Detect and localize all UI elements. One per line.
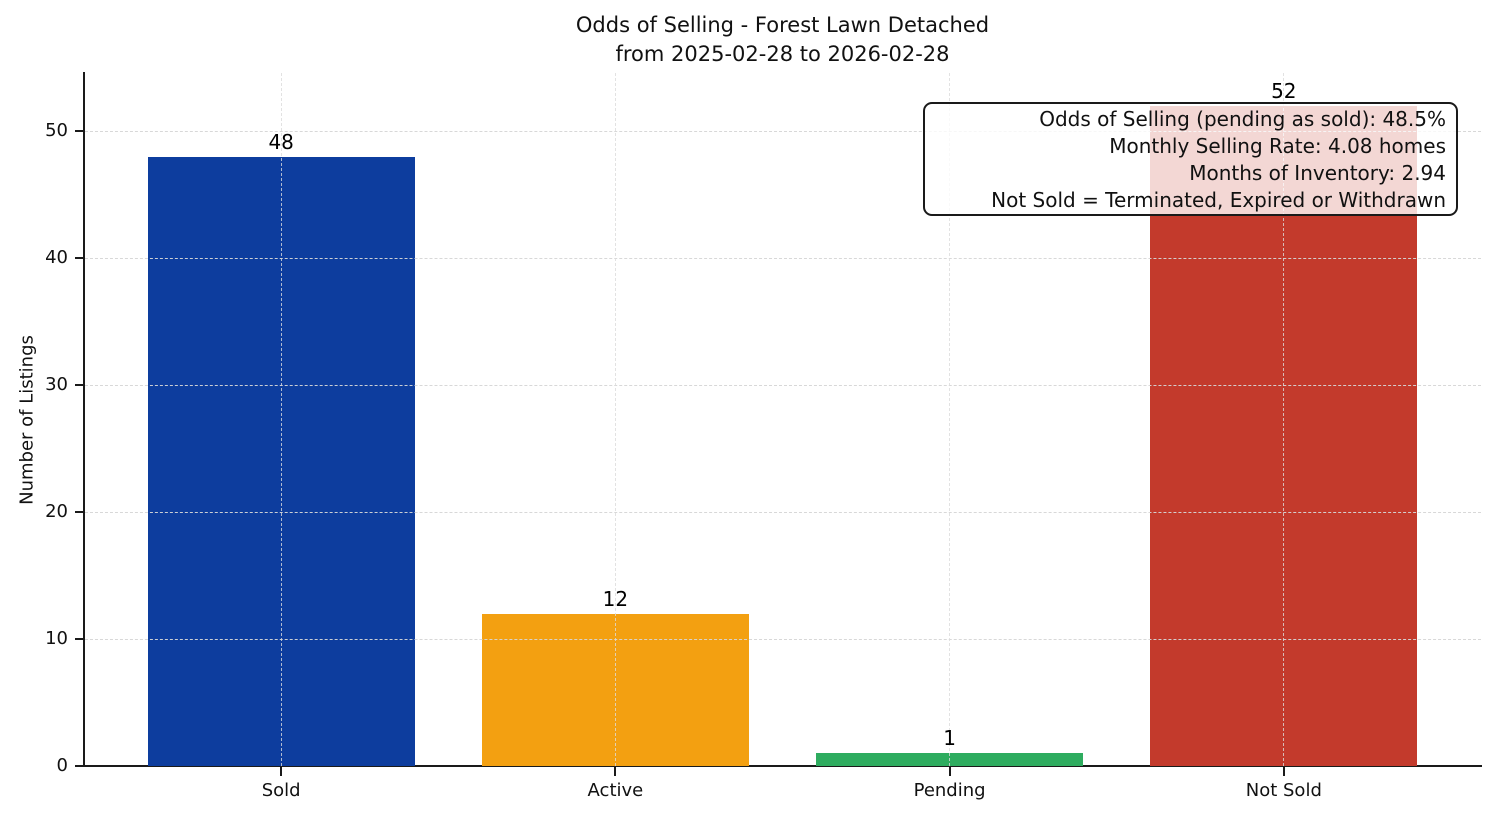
y-tick-label-10: 10 xyxy=(45,628,68,650)
annotation-months-of-inventory: Months of Inventory: 2.94 xyxy=(1189,161,1446,185)
gridline-horizontal-40 xyxy=(85,257,1481,259)
bar-value-label-sold: 48 xyxy=(268,129,294,154)
y-tick-label-30: 30 xyxy=(45,374,68,396)
x-tick-label-pending: Pending xyxy=(913,780,986,801)
gridline-horizontal-30 xyxy=(85,384,1481,386)
x-tick-mark-pending xyxy=(948,767,951,776)
gridline-vertical-pending xyxy=(949,73,951,766)
x-tick-mark-active xyxy=(614,767,617,776)
y-tick-mark-50 xyxy=(75,130,84,133)
left-axis-spine xyxy=(83,72,85,767)
gridline-horizontal-10 xyxy=(85,638,1481,640)
y-tick-mark-20 xyxy=(75,511,84,514)
x-tick-mark-not-sold xyxy=(1282,767,1285,776)
annotation-not-sold-definition: Not Sold = Terminated, Expired or Withdr… xyxy=(991,188,1446,212)
y-tick-mark-10 xyxy=(75,638,84,641)
gridline-vertical-active xyxy=(614,73,616,766)
x-tick-mark-sold xyxy=(280,767,283,776)
stats-annotation-box: Odds of Selling (pending as sold): 48.5%… xyxy=(923,102,1458,216)
y-tick-label-50: 50 xyxy=(45,120,68,142)
bar-value-label-pending: 1 xyxy=(943,726,956,751)
bar-value-label-active: 12 xyxy=(602,586,629,611)
bottom-axis-spine xyxy=(83,765,1482,767)
y-tick-mark-40 xyxy=(75,257,84,260)
x-tick-label-not-sold: Not Sold xyxy=(1245,780,1322,801)
gridline-vertical-sold xyxy=(280,73,282,766)
gridline-vertical-not-sold xyxy=(1283,73,1285,766)
bar-value-label-not-sold: 52 xyxy=(1271,79,1297,103)
annotation-odds-of-selling: Odds of Selling (pending as sold): 48.5% xyxy=(1039,107,1446,131)
chart-title-line-2: from 2025-02-28 to 2026-02-28 xyxy=(615,42,950,66)
annotation-monthly-selling-rate: Monthly Selling Rate: 4.08 homes xyxy=(1109,134,1446,158)
chart-title-line-1: Odds of Selling - Forest Lawn Detached xyxy=(575,13,990,37)
y-tick-label-40: 40 xyxy=(45,247,68,269)
y-tick-mark-0 xyxy=(75,765,84,767)
y-tick-label-20: 20 xyxy=(45,501,68,523)
y-tick-mark-30 xyxy=(75,384,84,387)
chart-title: Odds of Selling - Forest Lawn Detached f… xyxy=(84,11,1481,69)
gridline-horizontal-20 xyxy=(85,511,1481,513)
gridline-horizontal-50 xyxy=(85,130,1481,132)
y-tick-label-0: 0 xyxy=(56,755,68,776)
x-tick-label-active: Active xyxy=(587,780,644,801)
y-axis-label: Number of Listings xyxy=(16,335,38,505)
x-tick-label-sold: Sold xyxy=(261,780,301,801)
